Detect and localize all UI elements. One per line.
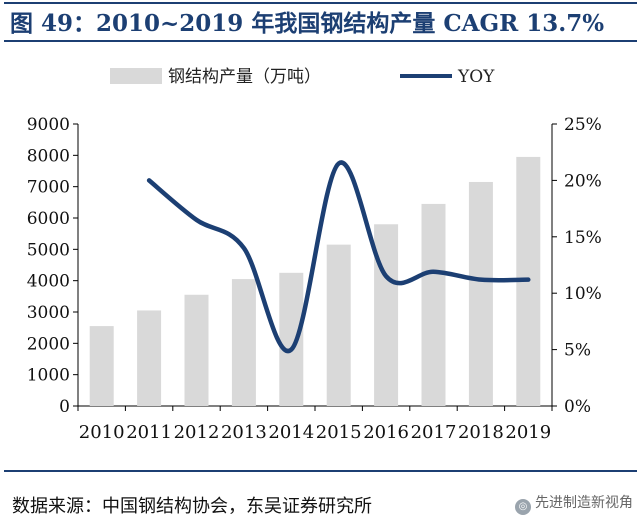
yoy-point-2011 bbox=[148, 179, 150, 181]
chart: 钢结构产量（万吨） YOY 0 1000 2000 3000 4000 5000 6000 7… bbox=[27, 67, 602, 443]
x-tick-label: 2018 bbox=[458, 422, 504, 443]
data-source-note: 数据来源：中国钢结构协会，东吴证券研究所 bbox=[12, 496, 372, 517]
right-tick-label: 15% bbox=[564, 228, 602, 248]
bars bbox=[89, 156, 541, 406]
legend: 钢结构产量（万吨） YOY bbox=[110, 67, 495, 87]
bar-2011 bbox=[137, 310, 162, 406]
left-tick-label: 8000 bbox=[27, 146, 70, 166]
x-tick-label: 2016 bbox=[363, 422, 409, 443]
yoy-point-2019 bbox=[527, 279, 529, 281]
watermark-logo-icon: ◎ bbox=[515, 499, 531, 515]
left-tick-label: 1000 bbox=[27, 366, 70, 386]
bar-2015 bbox=[326, 244, 351, 406]
x-tick-label: 2019 bbox=[505, 422, 551, 443]
tick-labels: 0 1000 2000 3000 4000 5000 6000 7000 8000 9000 0% 5… bbox=[27, 115, 602, 443]
right-tick-label: 0% bbox=[564, 397, 591, 417]
legend-line-label: YOY bbox=[457, 67, 495, 87]
x-tick-label: 2012 bbox=[174, 422, 220, 443]
yoy-point-2013 bbox=[243, 247, 245, 249]
x-tick-label: 2015 bbox=[316, 422, 362, 443]
left-tick-label: 0 bbox=[59, 397, 70, 417]
title-top-rule bbox=[4, 2, 637, 4]
left-tick-label: 5000 bbox=[27, 240, 70, 260]
watermark-text: 先进制造新视角 bbox=[535, 495, 633, 511]
right-tick-label: 20% bbox=[564, 171, 602, 191]
bar-2012 bbox=[184, 294, 209, 406]
left-tick-label: 4000 bbox=[27, 272, 70, 292]
left-tick-label: 2000 bbox=[27, 334, 70, 354]
yoy-point-2017 bbox=[433, 271, 434, 273]
legend-bar-label: 钢结构产量（万吨） bbox=[168, 67, 321, 87]
x-tick-label: 2013 bbox=[221, 422, 267, 443]
title-bottom-rule bbox=[4, 40, 637, 42]
x-tick-label: 2017 bbox=[411, 422, 457, 443]
bar-2017 bbox=[421, 203, 446, 406]
yoy-point-2014 bbox=[290, 349, 292, 351]
footer-rule bbox=[4, 470, 637, 472]
right-tick-label: 25% bbox=[564, 115, 602, 135]
right-tick-label: 5% bbox=[564, 341, 591, 361]
yoy-point-2012 bbox=[196, 219, 197, 221]
bar-2010 bbox=[89, 326, 114, 406]
watermark: ◎ 先进制造新视角 bbox=[515, 492, 633, 515]
yoy-line bbox=[146, 160, 531, 354]
x-tick-label: 2014 bbox=[268, 422, 314, 443]
x-tick-label: 2011 bbox=[126, 422, 172, 443]
x-tick-label: 2010 bbox=[79, 422, 125, 443]
bar-2014 bbox=[279, 272, 304, 406]
left-tick-label: 3000 bbox=[27, 303, 70, 323]
right-tick-label: 10% bbox=[564, 284, 602, 304]
left-tick-label: 7000 bbox=[27, 178, 70, 198]
yoy-point-2015 bbox=[338, 162, 340, 164]
left-tick-label: 6000 bbox=[27, 209, 70, 229]
yoy-point-2018 bbox=[480, 279, 482, 281]
figure-title: 图 49：2010~2019 年我国钢结构产量 CAGR 13.7% bbox=[10, 10, 605, 37]
bar-2018 bbox=[468, 181, 493, 406]
legend-bar-swatch bbox=[110, 68, 162, 84]
yoy-line-layer bbox=[146, 160, 531, 354]
left-tick-label: 9000 bbox=[27, 115, 70, 135]
bar-2013 bbox=[231, 279, 256, 406]
yoy-point-2016 bbox=[385, 275, 387, 277]
bar-2016 bbox=[374, 224, 399, 406]
